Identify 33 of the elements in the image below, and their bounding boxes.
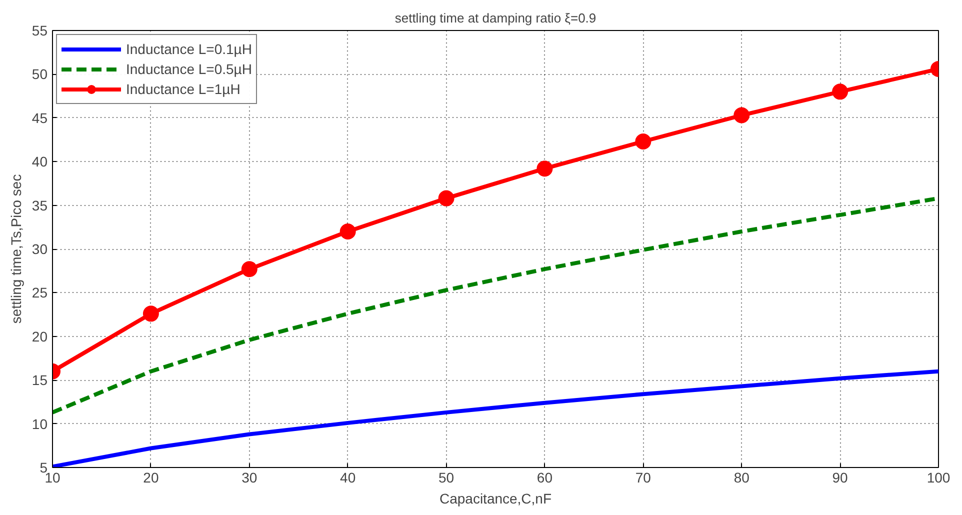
y-axis-title: settling time,Ts,Pico sec: [8, 174, 24, 324]
x-tick-label: 30: [242, 470, 258, 486]
x-tick-label: 100: [926, 470, 950, 486]
y-tick-label: 50: [32, 66, 48, 82]
legend-label: Inductance L=1µH: [126, 81, 240, 97]
x-axis-title: Capacitance,C,nF: [439, 490, 552, 506]
x-tick-label: 90: [832, 470, 848, 486]
y-tick-label: 20: [32, 328, 48, 344]
point: [142, 306, 159, 322]
legend-label: Inductance L=0.5µH: [126, 61, 252, 77]
x-tick-label: 20: [143, 470, 159, 486]
y-tick-label: 30: [32, 241, 48, 257]
y-tick-label: 45: [32, 110, 48, 126]
y-tick-label: 40: [32, 154, 48, 170]
x-tick-label: 40: [340, 470, 356, 486]
point: [340, 224, 356, 240]
point: [635, 134, 652, 150]
y-tick-label: 10: [32, 416, 48, 432]
y-tick-label: 35: [32, 197, 48, 214]
x-tick-label: 70: [635, 470, 652, 486]
chart-title: settling time at damping ratio ξ=0.9: [394, 10, 596, 26]
point: [832, 84, 848, 100]
point: [241, 261, 258, 278]
point: [734, 107, 750, 124]
x-tick-label: 60: [536, 470, 553, 486]
y-tick-label: 55: [32, 22, 48, 38]
y-tick-label: 15: [32, 372, 48, 388]
x-tick-label: 80: [734, 470, 750, 486]
x-tick-label: 50: [438, 470, 454, 486]
point: [536, 160, 553, 177]
y-tick-label: 25: [32, 284, 48, 301]
legend-label: Inductance L=0.1µH: [126, 41, 252, 57]
point: [438, 190, 454, 206]
